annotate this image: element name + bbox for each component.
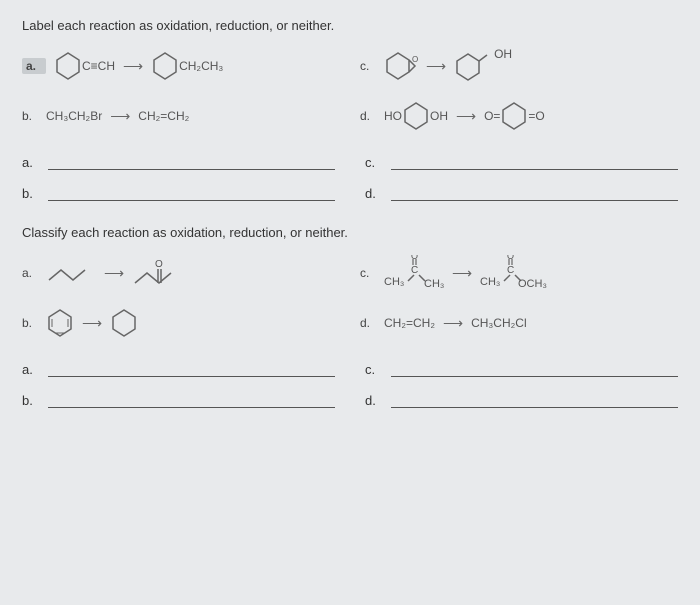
section1-reactions: a. C≡CH ⟶ CH₂CH₃ c. O ⟶ OH [22,45,678,137]
answer-label: a. [22,362,38,377]
answer-2b: b. [22,393,335,408]
answer-underline[interactable] [48,406,335,408]
answer-underline[interactable] [48,375,335,377]
answer-underline[interactable] [48,168,335,170]
reaction-1d: d. HO OH ⟶ O= =O [360,95,678,137]
chem-text: OH [430,109,448,123]
answer-2c: c. [365,362,678,377]
chem-text: CH₂=CH₂ [138,109,189,123]
svg-text:O: O [411,255,418,261]
acetone-icon: CH₃ C O CH₃ [384,255,444,291]
svg-text:C: C [507,265,514,276]
cyclohexane-icon [110,307,138,339]
svg-text:C: C [411,265,418,276]
worksheet-page: Label each reaction as oxidation, reduct… [0,0,700,605]
label-1b: b. [22,109,38,123]
section2-title: Classify each reaction as oxidation, red… [22,225,678,240]
arrow-icon: ⟶ [82,315,102,332]
benzene-icon [402,100,430,132]
arrow-icon: ⟶ [426,58,446,75]
chem-text: C≡CH [82,59,115,73]
answer-2d: d. [365,393,678,408]
chem-text: CH₃CH₂Br [46,109,102,123]
section1-answers: a. c. b. d. [22,155,678,201]
reaction-2c: c. CH₃ C O CH₃ ⟶ CH₃ C O OCH₃ [360,252,678,294]
chem-text: O= [484,109,500,123]
reaction-2a: a. ⟶ O [22,252,340,294]
label-1d: d. [360,109,376,123]
reaction-1a: a. C≡CH ⟶ CH₂CH₃ [22,45,340,87]
svg-text:CH₃: CH₃ [480,276,500,288]
svg-text:CH₃: CH₃ [384,276,404,288]
answer-1b: b. [22,186,335,201]
section1-title: Label each reaction as oxidation, reduct… [22,18,678,33]
chem-text: =O [528,109,544,123]
svg-text:O: O [412,55,418,64]
arrow-icon: ⟶ [104,265,124,282]
epoxide-icon: O [384,50,418,82]
answer-underline[interactable] [48,199,335,201]
chem-text: CH₃CH₂Cl [471,316,527,330]
reaction-1c: c. O ⟶ OH [360,45,678,87]
svg-text:CH₃: CH₃ [424,278,444,290]
chem-text: CH₂=CH₂ [384,316,435,330]
benzene-ring-icon [46,307,74,339]
reaction-2b: b. ⟶ [22,302,340,344]
label-1a: a. [22,58,46,74]
arrow-icon: ⟶ [452,265,472,282]
label-2b: b. [22,316,38,330]
svg-text:OCH₃: OCH₃ [518,278,547,290]
skeletal-icon [46,258,96,288]
answer-label: c. [365,155,381,170]
label-2c: c. [360,266,376,280]
section2-reactions: a. ⟶ O c. CH₃ C O CH₃ [22,252,678,344]
answer-label: c. [365,362,381,377]
answer-2a: a. [22,362,335,377]
answer-underline[interactable] [391,168,678,170]
benzene-icon [500,100,528,132]
svg-text:O: O [507,255,514,261]
arrow-icon: ⟶ [123,58,143,75]
reaction-2d: d. CH₂=CH₂ ⟶ CH₃CH₂Cl [360,302,678,344]
chem-text: CH₂CH₃ [179,59,223,73]
answer-label: d. [365,186,381,201]
answer-1c: c. [365,155,678,170]
arrow-icon: ⟶ [456,108,476,125]
answer-label: a. [22,155,38,170]
answer-label: b. [22,393,38,408]
label-2a: a. [22,266,38,280]
answer-label: b. [22,186,38,201]
section2-answers: a. c. b. d. [22,362,678,408]
answer-underline[interactable] [391,406,678,408]
chem-text: OH [494,47,512,61]
benzene-icon [54,50,82,82]
ketone-icon: O [132,255,182,291]
answer-underline[interactable] [391,375,678,377]
answer-1d: d. [365,186,678,201]
answer-1a: a. [22,155,335,170]
benzene-icon [151,50,179,82]
arrow-icon: ⟶ [110,108,130,125]
ester-icon: CH₃ C O OCH₃ [480,255,550,291]
svg-text:O: O [155,259,163,270]
label-2d: d. [360,316,376,330]
label-1c: c. [360,59,376,73]
chem-text: HO [384,109,402,123]
answer-label: d. [365,393,381,408]
arrow-icon: ⟶ [443,315,463,332]
answer-underline[interactable] [391,199,678,201]
reaction-1b: b. CH₃CH₂Br ⟶ CH₂=CH₂ [22,95,340,137]
